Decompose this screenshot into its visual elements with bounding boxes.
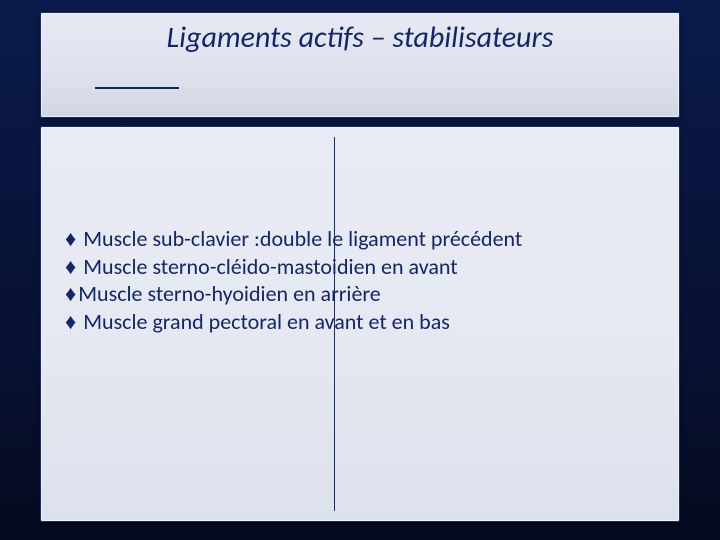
list-item: ♦ Muscle sub-clavier :double le ligament… [65,225,655,253]
content-box: ♦ Muscle sub-clavier :double le ligament… [40,126,680,522]
title-box: Ligaments actifs – stabilisateurs [40,12,680,118]
list-item: ♦ Muscle grand pectoral en avant et en b… [65,308,655,336]
slide-title: Ligaments actifs – stabilisateurs [167,19,554,56]
list-item-text: Muscle sub-clavier :double le ligament p… [78,225,522,252]
list-item-text: Muscle sterno-cléido-mastoidien en avant [78,253,457,280]
list-item-text: Muscle grand pectoral en avant et en bas [78,308,450,335]
list-item-text: Muscle sterno-hyoidien en arrière [78,280,381,307]
bullet-icon: ♦ [65,308,76,335]
title-underline [95,87,179,89]
list-item: ♦ Muscle sterno-cléido-mastoidien en ava… [65,253,655,281]
bullet-icon: ♦ [65,280,76,307]
list-item: ♦Muscle sterno-hyoidien en arrière [65,280,655,308]
bullet-list: ♦ Muscle sub-clavier :double le ligament… [65,225,655,335]
bullet-icon: ♦ [65,253,76,280]
bullet-icon: ♦ [65,225,76,252]
slide-stage: Ligaments actifs – stabilisateurs ♦ Musc… [0,0,720,540]
